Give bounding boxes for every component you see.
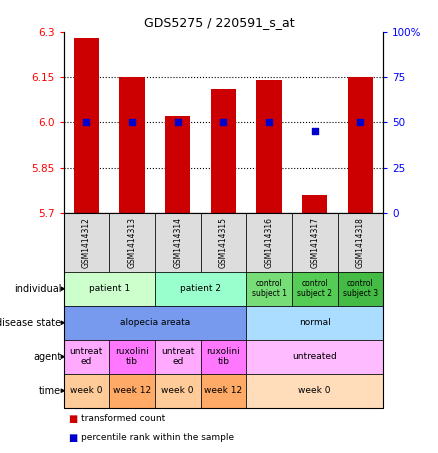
Text: GSM1414317: GSM1414317 [310,217,319,268]
Text: untreat
ed: untreat ed [70,347,103,366]
Text: week 0: week 0 [70,386,102,395]
Text: ■: ■ [68,414,77,424]
Point [128,119,135,126]
Point [174,119,181,126]
Text: ■: ■ [68,433,77,443]
Text: week 0: week 0 [298,386,331,395]
Text: individual: individual [14,284,61,294]
Text: week 0: week 0 [162,386,194,395]
Text: ruxolini
tib: ruxolini tib [206,347,240,366]
Text: GSM1414313: GSM1414313 [127,217,137,268]
Text: GSM1414316: GSM1414316 [265,217,274,268]
Text: alopecia areata: alopecia areata [120,318,190,327]
Point [83,119,90,126]
Text: GSM1414312: GSM1414312 [82,217,91,268]
Text: GSM1414315: GSM1414315 [219,217,228,268]
Text: transformed count: transformed count [81,414,165,424]
Bar [120,77,145,213]
Point [311,128,318,135]
Text: disease state: disease state [0,318,61,328]
Text: control
subject 3: control subject 3 [343,279,378,299]
Text: GSM1414314: GSM1414314 [173,217,182,268]
Point [220,119,227,126]
Text: week 12: week 12 [204,386,243,395]
Text: untreat
ed: untreat ed [161,347,194,366]
Text: normal: normal [299,318,331,327]
Text: time: time [39,386,61,396]
Point [265,119,272,126]
Text: percentile rank within the sample: percentile rank within the sample [81,433,234,442]
Bar [302,195,327,213]
Text: control
subject 1: control subject 1 [251,279,286,299]
Bar [348,77,373,213]
Text: ruxolini
tib: ruxolini tib [115,347,149,366]
Text: week 12: week 12 [113,386,151,395]
Text: untreated: untreated [292,352,337,361]
Text: GSM1414318: GSM1414318 [356,217,365,268]
Bar [74,38,99,213]
Text: patient 1: patient 1 [88,284,130,293]
Text: control
subject 2: control subject 2 [297,279,332,299]
Text: patient 2: patient 2 [180,284,221,293]
Point [357,119,364,126]
Bar [211,89,236,213]
Bar [165,116,190,213]
Text: agent: agent [33,352,61,362]
Bar [257,80,282,213]
Text: GDS5275 / 220591_s_at: GDS5275 / 220591_s_at [144,16,294,29]
